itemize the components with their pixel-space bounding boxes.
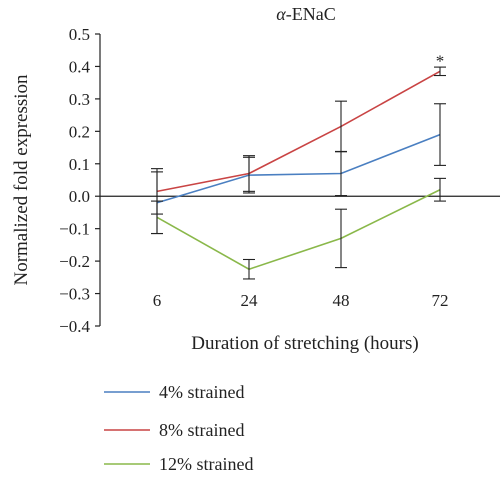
y-tick-label: 0.2 xyxy=(69,122,90,141)
annotation-layer: * xyxy=(436,51,445,70)
chart-title-prefix: α xyxy=(276,4,286,24)
x-tick-label: 72 xyxy=(432,291,449,310)
chart-title-suffix: -ENaC xyxy=(286,4,336,24)
y-tick-label: −0.3 xyxy=(59,285,90,304)
legend-item: 4% strained xyxy=(104,382,244,402)
y-tick-label: −0.1 xyxy=(59,220,90,239)
y-axis-label: Normalized fold expression xyxy=(11,74,32,286)
series-2 xyxy=(151,66,446,215)
series-layer xyxy=(151,66,446,280)
legend-label: 4% strained xyxy=(159,382,244,402)
series-line xyxy=(156,70,441,193)
x-tick-label: 24 xyxy=(241,291,259,310)
series-line xyxy=(156,133,441,204)
error-bar xyxy=(243,155,255,192)
significance-marker: * xyxy=(436,51,445,70)
legend-label: 12% strained xyxy=(159,454,253,474)
x-axis-label: Duration of stretching (hours) xyxy=(191,333,418,354)
y-tick-label: −0.2 xyxy=(59,252,90,271)
x-axis-tick-labels: 6 24 48 72 xyxy=(153,291,449,310)
series-1 xyxy=(151,103,446,235)
y-tick-label: 0.3 xyxy=(69,90,90,109)
error-bar xyxy=(434,66,446,77)
y-tick-label: −0.4 xyxy=(59,317,90,336)
y-axis: −0.4 −0.3 −0.2 −0.1 0.0 0.1 0.2 0.3 0.4 0.5 xyxy=(59,25,101,336)
series-3 xyxy=(151,177,446,280)
legend: 4% strained 8% strained 12% strained xyxy=(104,382,253,474)
x-tick-label: 6 xyxy=(153,291,162,310)
y-tick-label: 0.0 xyxy=(69,187,90,206)
x-tick-label: 48 xyxy=(333,291,350,310)
error-bar xyxy=(434,103,446,166)
error-bar xyxy=(434,177,446,202)
series-line xyxy=(156,189,441,271)
y-tick-label: 0.1 xyxy=(69,155,90,174)
legend-item: 8% strained xyxy=(104,420,244,440)
chart-title: α-ENaC xyxy=(276,4,335,24)
error-bar xyxy=(151,200,163,235)
legend-item: 12% strained xyxy=(104,454,253,474)
y-tick-label: 0.4 xyxy=(69,57,91,76)
error-bar xyxy=(335,100,347,153)
error-bar xyxy=(243,258,255,280)
legend-label: 8% strained xyxy=(159,420,244,440)
y-tick-label: 0.5 xyxy=(69,25,90,44)
error-bar xyxy=(335,208,347,269)
